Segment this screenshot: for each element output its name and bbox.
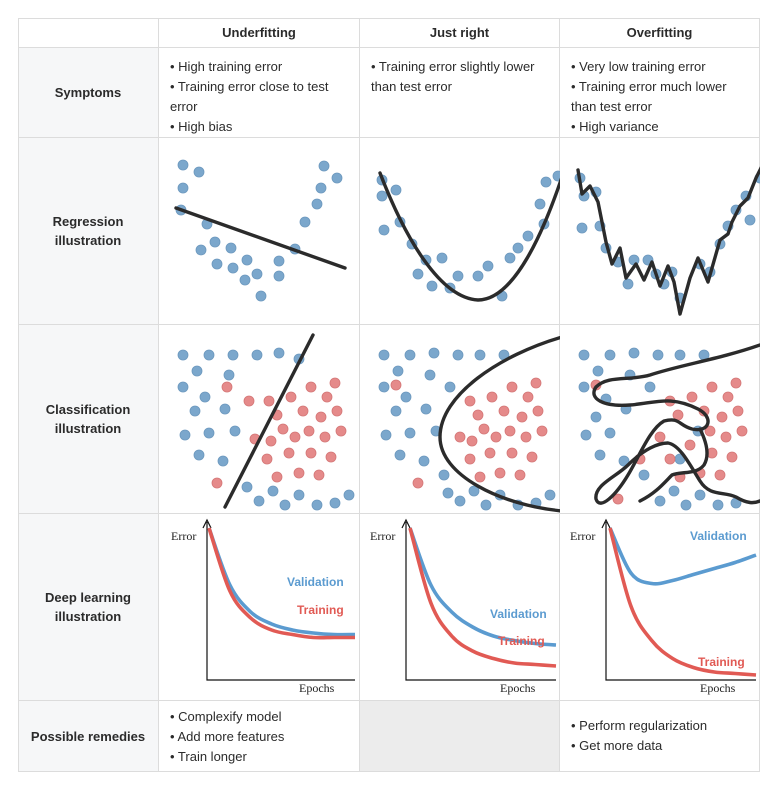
classification-overfitting [560, 325, 760, 514]
training-curve [608, 527, 757, 677]
regression-underfitting-plot [174, 159, 347, 302]
remedy-item: • Get more data [571, 738, 663, 753]
learning-curve-just-right: Error Epochs Validation Training [370, 518, 557, 695]
deep-learning-overfitting: Error Epochs Validation Training [560, 514, 760, 701]
classification-underfitting-plot [177, 333, 355, 511]
classification-underfitting [159, 325, 360, 514]
training-label: Training [297, 603, 344, 617]
x-axis-label: Epochs [500, 681, 536, 695]
axes [605, 522, 756, 681]
deep-learning-underfitting: Error Epochs Validation Training [159, 514, 360, 701]
y-axis-label: Error [570, 529, 595, 543]
row-label-classification: Classification illustration [18, 325, 159, 514]
training-curve [408, 527, 557, 668]
overfit-zigzag-curve [576, 166, 760, 316]
deep-learning-just-right: Error Epochs Validation Training [360, 514, 560, 701]
linear-decision-boundary [223, 333, 315, 509]
overfit-decision-boundary [592, 343, 760, 505]
validation-label: Validation [490, 607, 547, 621]
row-label-symptoms: Symptoms [18, 48, 159, 138]
row-label-deep-learning: Deep learning illustration [18, 514, 159, 701]
col-header-just-right: Just right [360, 18, 560, 48]
remedies-overfitting: • Perform regularization • Get more data [560, 701, 760, 772]
y-axis-label: Error [171, 529, 196, 543]
x-axis-label: Epochs [700, 681, 736, 695]
learning-curve-overfitting: Error Epochs Validation Training [570, 518, 757, 695]
linear-fit-line [174, 206, 347, 270]
row-label-regression: Regression illustration [18, 138, 159, 325]
regression-points [574, 172, 760, 304]
curved-decision-boundary [438, 335, 560, 513]
axes [405, 522, 556, 681]
classification-just-right-plot [378, 335, 560, 513]
corner-cell [18, 18, 159, 48]
symptom-item: • Training error much lower than test er… [571, 79, 727, 114]
symptom-item: • Training error slightly lower than tes… [371, 59, 535, 94]
symptoms-overfitting: • Very low training error • Training err… [560, 48, 760, 138]
axes [206, 522, 355, 681]
y-axis-label: Error [370, 529, 395, 543]
validation-label: Validation [690, 529, 747, 543]
symptoms-just-right: • Training error slightly lower than tes… [360, 48, 560, 138]
remedy-item: • Train longer [170, 749, 247, 764]
regression-just-right-plot [376, 170, 560, 302]
fitting-comparison-table: Underfitting Just right Overfitting Symp… [18, 18, 760, 772]
training-curve [207, 527, 355, 640]
y-axis-arrow [601, 518, 611, 529]
regression-just-right [360, 138, 560, 325]
symptom-item: • High bias [170, 119, 233, 134]
class-points [378, 347, 556, 511]
training-label: Training [498, 634, 545, 648]
col-header-underfitting: Underfitting [159, 18, 360, 48]
regression-points [376, 170, 560, 302]
symptom-item: • High training error [170, 59, 283, 74]
validation-curve [207, 527, 356, 637]
col-header-overfitting: Overfitting [560, 18, 760, 48]
y-axis-arrow [202, 518, 212, 529]
class-points [177, 347, 355, 511]
classification-overfitting-plot [578, 343, 760, 511]
symptom-item: • Training error close to test error [170, 79, 329, 114]
learning-curve-underfitting: Error Epochs Validation Training [171, 518, 356, 695]
row-label-remedies: Possible remedies [18, 701, 159, 772]
x-axis-label: Epochs [299, 681, 335, 695]
remedies-underfitting: • Complexify model • Add more features •… [159, 701, 360, 772]
symptom-item: • High variance [571, 119, 659, 134]
quadratic-fit-curve [378, 171, 560, 302]
regression-points [175, 159, 343, 302]
validation-curve [608, 527, 757, 586]
remedies-just-right [360, 701, 560, 772]
symptoms-underfitting: • High training error • Training error c… [159, 48, 360, 138]
training-label: Training [698, 655, 745, 669]
validation-label: Validation [287, 575, 344, 589]
remedy-item: • Complexify model [170, 709, 282, 724]
validation-curve [408, 527, 557, 647]
y-axis-arrow [401, 518, 411, 529]
remedy-item: • Perform regularization [571, 718, 708, 733]
regression-underfitting [159, 138, 360, 325]
remedy-item: • Add more features [170, 729, 285, 744]
symptom-item: • Very low training error [571, 59, 706, 74]
regression-overfitting-plot [574, 166, 760, 316]
classification-just-right [360, 325, 560, 514]
regression-overfitting [560, 138, 760, 325]
